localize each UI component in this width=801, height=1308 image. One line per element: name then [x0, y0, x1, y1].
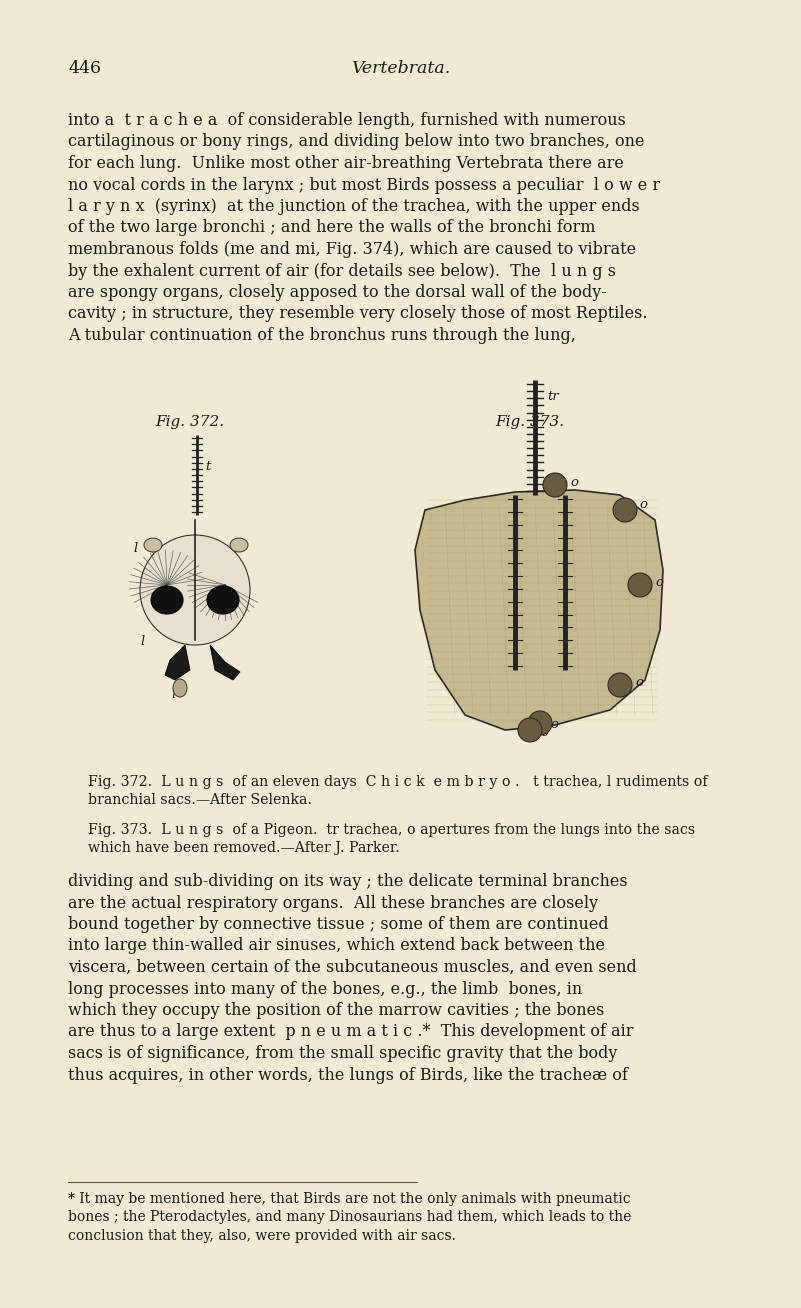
Text: for each lung.  Unlike most other air-breathing Vertebrata there are: for each lung. Unlike most other air-bre… [68, 156, 624, 171]
Text: sacs is of significance, from the small specific gravity that the body: sacs is of significance, from the small … [68, 1045, 618, 1062]
Text: t: t [205, 460, 211, 473]
Text: i: i [171, 688, 175, 701]
Text: by the exhalent current of air (for details see below).  The  l u n g s: by the exhalent current of air (for deta… [68, 263, 616, 280]
Text: Fig. 372.: Fig. 372. [155, 415, 224, 429]
Text: Fig. 373.: Fig. 373. [495, 415, 564, 429]
Text: are the actual respiratory organs.  All these branches are closely: are the actual respiratory organs. All t… [68, 895, 598, 912]
Polygon shape [415, 490, 663, 730]
Text: conclusion that they, also, were provided with air sacs.: conclusion that they, also, were provide… [68, 1230, 456, 1243]
Text: A tubular continuation of the bronchus runs through the lung,: A tubular continuation of the bronchus r… [68, 327, 576, 344]
Text: dividing and sub-dividing on its way ; the delicate terminal branches: dividing and sub-dividing on its way ; t… [68, 872, 628, 889]
Ellipse shape [140, 535, 250, 645]
Text: o: o [550, 718, 558, 731]
Text: branchial sacs.—After Selenka.: branchial sacs.—After Selenka. [88, 793, 312, 807]
Text: o: o [570, 476, 578, 488]
Circle shape [528, 712, 552, 735]
Text: tr: tr [547, 390, 559, 403]
Text: membranous folds (me and mi, Fig. 374), which are caused to vibrate: membranous folds (me and mi, Fig. 374), … [68, 241, 636, 258]
Text: viscera, between certain of the subcutaneous muscles, and even send: viscera, between certain of the subcutan… [68, 959, 637, 976]
Text: thus acquires, in other words, the lungs of Birds, like the tracheæ of: thus acquires, in other words, the lungs… [68, 1066, 628, 1083]
Text: cartilaginous or bony rings, and dividing below into two branches, one: cartilaginous or bony rings, and dividin… [68, 133, 645, 150]
Text: Fig. 372.  L u n g s  of an eleven days  C h i c k  e m b r y o .   t trachea, l: Fig. 372. L u n g s of an eleven days C … [88, 776, 708, 789]
Ellipse shape [144, 538, 162, 552]
Text: into a  t r a c h e a  of considerable length, furnished with numerous: into a t r a c h e a of considerable len… [68, 112, 626, 129]
Ellipse shape [151, 586, 183, 613]
Circle shape [543, 473, 567, 497]
Text: l: l [140, 634, 144, 647]
Polygon shape [165, 645, 190, 680]
Ellipse shape [173, 679, 187, 697]
Text: l a r y n x  (syrinx)  at the junction of the trachea, with the upper ends: l a r y n x (syrinx) at the junction of … [68, 198, 640, 215]
Text: which they occupy the position of the marrow cavities ; the bones: which they occupy the position of the ma… [68, 1002, 605, 1019]
Text: Vertebrata.: Vertebrata. [351, 60, 450, 77]
Text: o: o [639, 498, 647, 511]
Text: bones ; the Pterodactyles, and many Dinosaurians had them, which leads to the: bones ; the Pterodactyles, and many Dino… [68, 1210, 631, 1224]
Circle shape [628, 573, 652, 596]
Text: into large thin-walled air sinuses, which extend back between the: into large thin-walled air sinuses, whic… [68, 938, 605, 955]
Polygon shape [210, 645, 240, 680]
Text: long processes into many of the bones, e.g., the limb  bones, in: long processes into many of the bones, e… [68, 981, 582, 998]
Text: of the two large bronchi ; and here the walls of the bronchi form: of the two large bronchi ; and here the … [68, 220, 596, 237]
Circle shape [518, 718, 542, 742]
Text: which have been removed.—After J. Parker.: which have been removed.—After J. Parker… [88, 841, 400, 855]
Circle shape [608, 674, 632, 697]
Text: * It may be mentioned here, that Birds are not the only animals with pneumatic: * It may be mentioned here, that Birds a… [68, 1192, 630, 1206]
Text: o: o [635, 675, 643, 688]
Text: o: o [655, 576, 663, 589]
Text: o: o [540, 726, 548, 739]
Text: are spongy organs, closely apposed to the dorsal wall of the body-: are spongy organs, closely apposed to th… [68, 284, 607, 301]
Text: Fig. 373.  L u n g s  of a Pigeon.  tr trachea, o apertures from the lungs into : Fig. 373. L u n g s of a Pigeon. tr trac… [88, 823, 695, 837]
Ellipse shape [207, 586, 239, 613]
Text: no vocal cords in the larynx ; but most Birds possess a peculiar  l o w e r: no vocal cords in the larynx ; but most … [68, 177, 660, 194]
Text: are thus to a large extent  p n e u m a t i c .*  This development of air: are thus to a large extent p n e u m a t… [68, 1023, 634, 1040]
Text: cavity ; in structure, they resemble very closely those of most Reptiles.: cavity ; in structure, they resemble ver… [68, 306, 647, 323]
Text: 446: 446 [68, 60, 101, 77]
Circle shape [613, 498, 637, 522]
Text: l: l [133, 542, 137, 555]
Text: bound together by connective tissue ; some of them are continued: bound together by connective tissue ; so… [68, 916, 609, 933]
Ellipse shape [230, 538, 248, 552]
